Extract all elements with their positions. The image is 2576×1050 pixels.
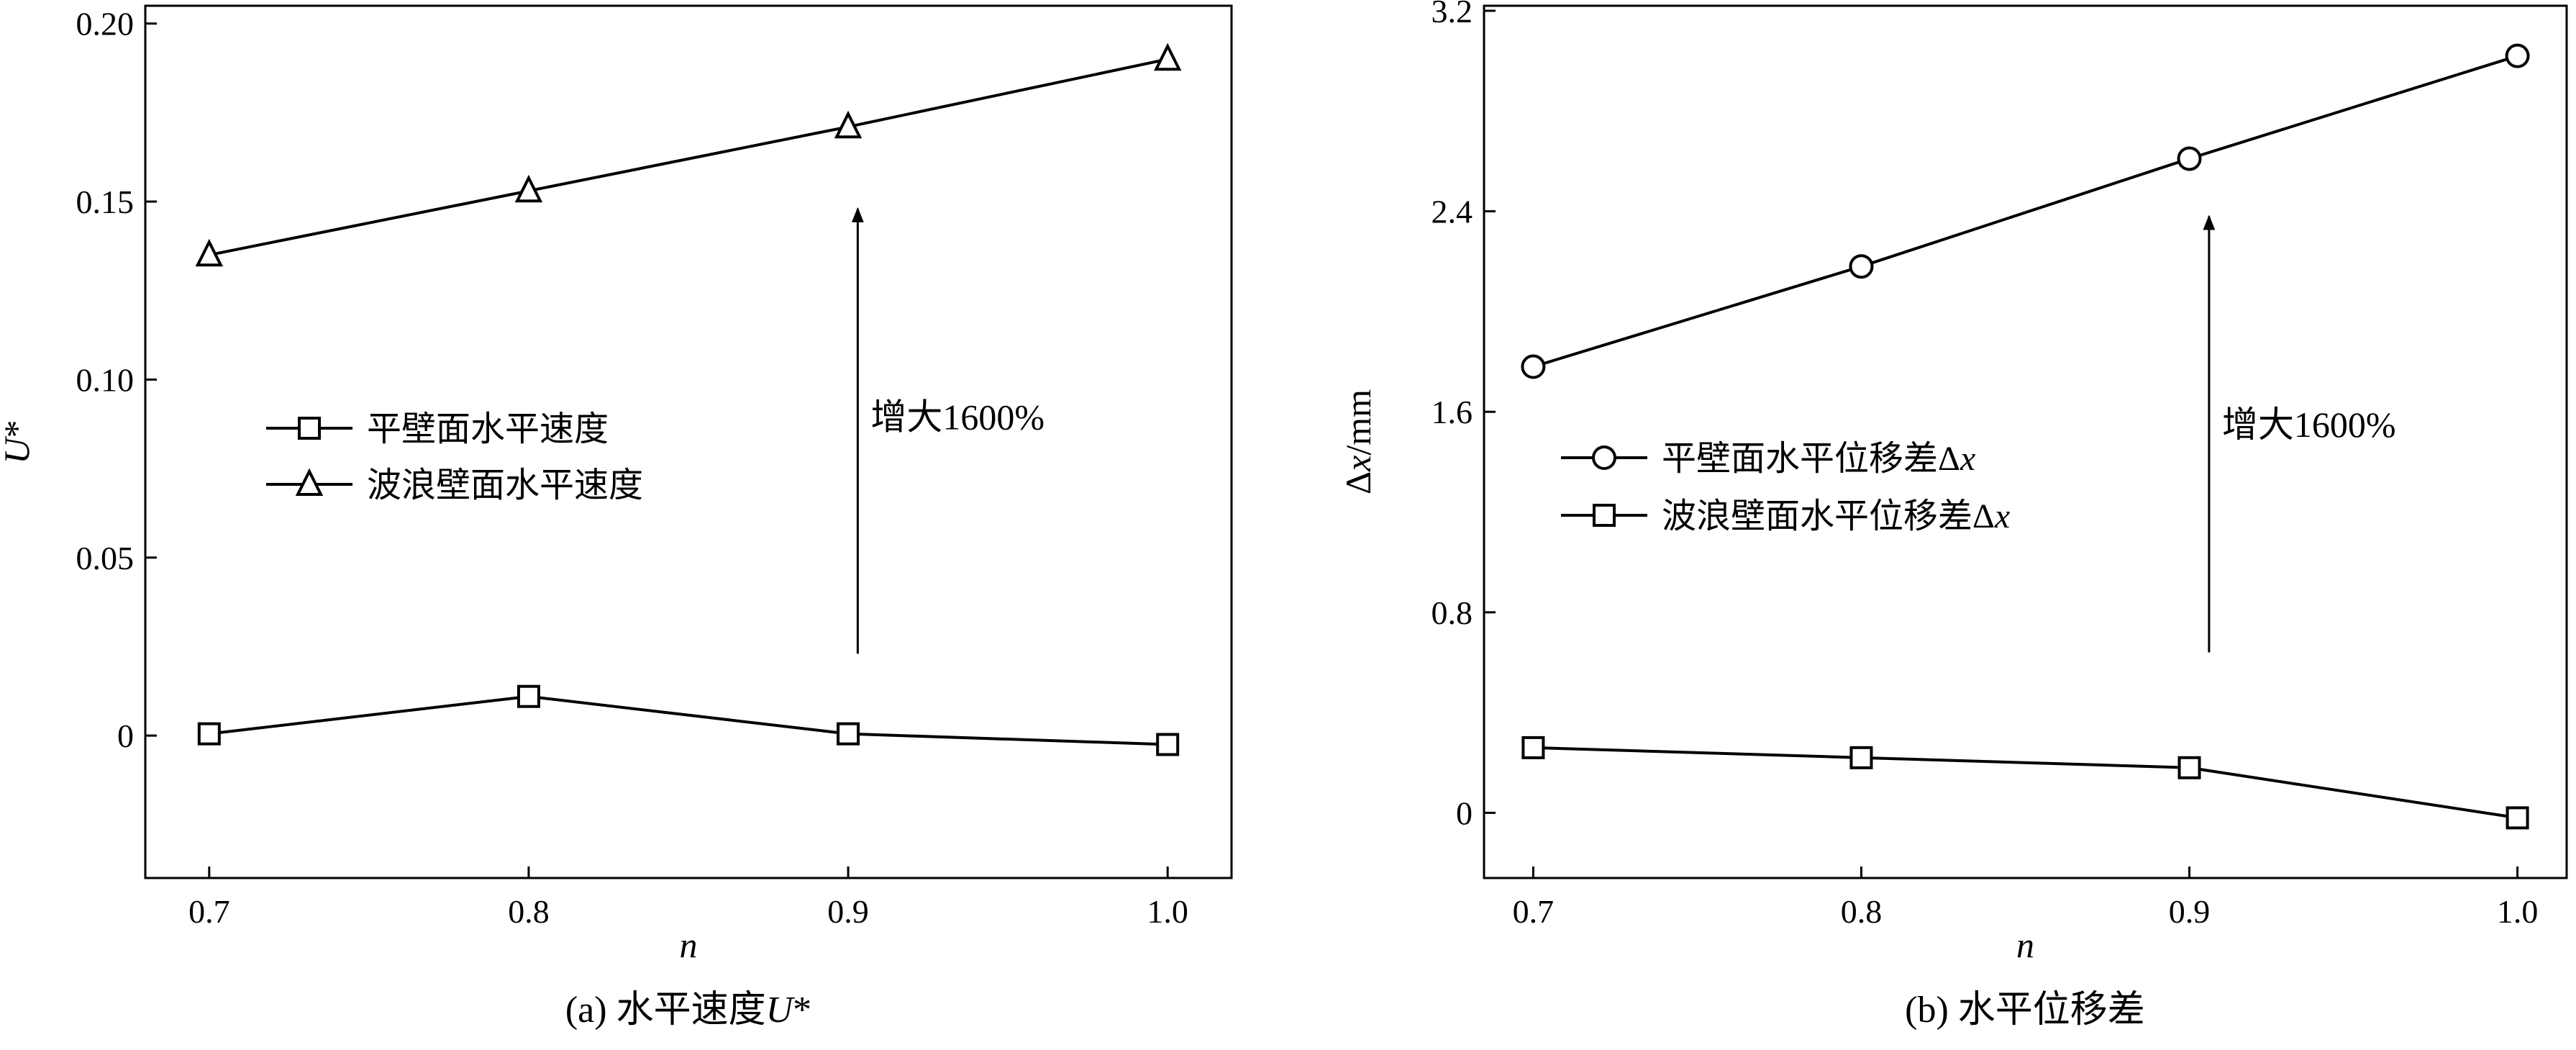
panel-caption: (a) 水平速度U*: [565, 990, 811, 1031]
data-point-square: [197, 722, 221, 746]
x-tick-label: 0.8: [1841, 893, 1883, 930]
series-line-1: [209, 58, 1168, 257]
series-line-1: [1533, 746, 2518, 820]
chart-panel-b: 0.7 0.8 0.9 1.0 0 0.8 1.6 2.4 3.2 平壁面水平位移差Δx 波浪壁面水…: [1338, 0, 2568, 1031]
x-tick-label: 0.9: [2169, 893, 2211, 930]
panel-caption: (b) 水平位移差: [1905, 990, 2145, 1031]
plot-frame: [144, 4, 1233, 879]
legend-label: 平壁面水平速度: [367, 410, 609, 448]
data-point-square: [1849, 746, 1873, 769]
y-tick-label: 0.8: [1432, 594, 1473, 631]
data-point-circle: [2177, 146, 2202, 171]
x-tick-label: 0.9: [827, 893, 869, 930]
data-point-circle: [1849, 254, 1874, 279]
x-tick-label: 0.8: [508, 893, 550, 930]
data-point-triangle: [195, 238, 224, 267]
data-point-circle: [2505, 43, 2530, 68]
x-tick-label: 0.7: [188, 893, 230, 930]
x-tick-label: 0.7: [1513, 893, 1555, 930]
data-point-square: [2177, 756, 2201, 779]
legend-marker-square: [1593, 504, 1616, 527]
y-tick-label: 3.2: [1432, 0, 1473, 30]
y-tick-label: 0.20: [76, 6, 135, 42]
x-tick-label: 1.0: [1147, 893, 1188, 930]
legend-marker-circle: [1592, 445, 1616, 470]
plot-frame: [1483, 4, 2568, 879]
series-line-0: [209, 694, 1168, 746]
annotation-label: 增大1600%: [2222, 404, 2396, 445]
data-point-square: [2506, 806, 2529, 830]
legend-label: 波浪壁面水平速度: [367, 466, 643, 504]
data-point-square: [516, 684, 540, 708]
y-tick-label: 0.10: [76, 361, 135, 398]
legend-label: 波浪壁面水平位移差Δx: [1662, 497, 2010, 535]
y-tick-label: 0.15: [76, 184, 135, 220]
annotation-label: 增大1600%: [870, 397, 1044, 438]
y-tick-label: 0: [1456, 795, 1473, 831]
data-point-square: [1521, 736, 1545, 759]
legend-marker-triangle: [295, 468, 324, 496]
x-axis-label: n: [680, 925, 698, 965]
data-point-circle: [1521, 354, 1546, 379]
x-tick-label: 1.0: [2497, 893, 2539, 930]
data-point-triangle: [834, 110, 863, 139]
chart-panel-a: 0.7 0.8 0.9 1.0 0 0.05 0.10 0.15 0.20 平壁面水平速度波浪壁面…: [0, 4, 1233, 1031]
y-tick-label: 1.6: [1432, 394, 1473, 430]
legend-marker-square: [298, 417, 321, 440]
y-axis-label: U*: [0, 420, 37, 463]
y-tick-label: 0: [117, 718, 134, 754]
y-tick-label: 2.4: [1432, 194, 1473, 230]
legend-label: 平壁面水平位移差Δx: [1662, 440, 1975, 478]
y-tick-label: 0.05: [76, 540, 135, 576]
data-point-triangle: [1153, 42, 1182, 71]
data-point-square: [837, 722, 860, 746]
x-axis-label: n: [2016, 925, 2034, 965]
y-axis-label: Δx/mm: [1338, 389, 1378, 494]
data-point-triangle: [514, 174, 543, 203]
series-line-0: [1532, 54, 2518, 368]
data-point-square: [1156, 733, 1180, 756]
